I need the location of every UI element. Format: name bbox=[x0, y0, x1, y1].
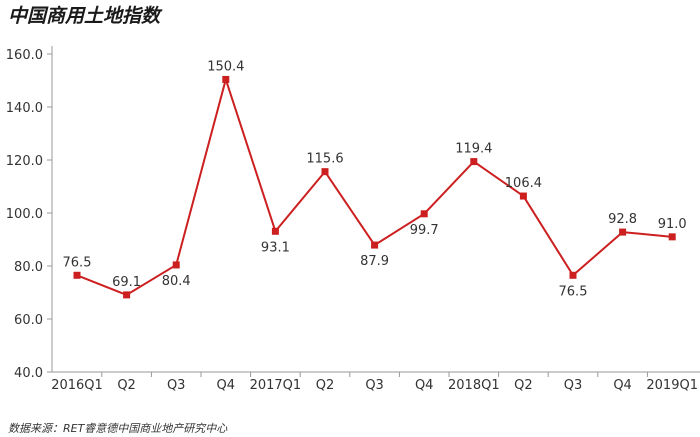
data-point-marker bbox=[420, 210, 428, 218]
data-label: 92.8 bbox=[608, 212, 637, 227]
x-tick-label: Q4 bbox=[613, 378, 632, 393]
x-tick-label: Q3 bbox=[365, 378, 384, 393]
data-point-marker bbox=[123, 291, 131, 299]
data-point-marker bbox=[271, 227, 279, 235]
data-point-marker bbox=[519, 192, 527, 200]
data-point-marker bbox=[569, 271, 577, 279]
data-label: 119.4 bbox=[455, 142, 492, 157]
data-labels: 76.5 69.1 80.4 150.4 93.1 115.6 87.9 99.7 119.4 1… bbox=[63, 59, 687, 299]
data-point-marker bbox=[222, 75, 230, 83]
x-tick-label: Q2 bbox=[316, 378, 335, 393]
data-point-marker bbox=[470, 158, 478, 166]
data-label: 76.5 bbox=[63, 255, 92, 270]
x-tick-label: Q2 bbox=[514, 378, 533, 393]
chart-title: 中国商用土地指数 bbox=[8, 5, 161, 27]
data-point-marker bbox=[619, 228, 627, 236]
x-tick-label: 2018Q1 bbox=[448, 378, 500, 393]
data-label: 115.6 bbox=[306, 152, 343, 167]
x-tick-label: Q4 bbox=[217, 378, 236, 393]
x-tick-label: 2016Q1 bbox=[51, 378, 103, 393]
data-point-marker bbox=[172, 261, 180, 269]
data-label: 80.4 bbox=[162, 274, 191, 289]
x-axis: 2016Q1 Q2 Q3 Q4 2017Q1 Q2 Q3 Q4 2018Q1 Q2 Q3 Q4 2019… bbox=[51, 371, 700, 393]
x-tick-label: Q4 bbox=[415, 378, 434, 393]
data-point-marker bbox=[73, 271, 81, 279]
y-tick-label: 40.0 bbox=[14, 366, 43, 381]
y-tick-label: 160.0 bbox=[6, 48, 43, 63]
x-tick-label: Q3 bbox=[167, 378, 186, 393]
y-axis: 40.0 60.0 80.0 100.0 120.0 140.0 160.0 bbox=[6, 46, 53, 381]
y-tick-label: 120.0 bbox=[6, 154, 43, 169]
data-label: 99.7 bbox=[410, 223, 439, 238]
data-label: 106.4 bbox=[505, 176, 542, 191]
data-label: 76.5 bbox=[559, 284, 588, 299]
data-label: 69.1 bbox=[112, 275, 141, 290]
y-tick-label: 140.0 bbox=[6, 101, 43, 116]
x-tick-label: Q3 bbox=[564, 378, 583, 393]
data-point-marker bbox=[321, 168, 329, 176]
data-label: 150.4 bbox=[207, 59, 244, 74]
y-tick-label: 100.0 bbox=[6, 207, 43, 222]
y-tick-label: 80.0 bbox=[14, 260, 43, 275]
x-tick-label: 2017Q1 bbox=[250, 378, 302, 393]
data-point-marker bbox=[371, 241, 379, 249]
data-label: 93.1 bbox=[261, 240, 290, 255]
series-line bbox=[73, 75, 676, 299]
data-label: 91.0 bbox=[658, 217, 687, 232]
y-tick-label: 60.0 bbox=[14, 313, 43, 328]
chart-source: 数据来源：RET睿意德中国商业地产研究中心 bbox=[8, 422, 228, 435]
x-tick-label: Q2 bbox=[117, 378, 136, 393]
data-label: 87.9 bbox=[360, 254, 389, 269]
x-tick-label: 2019Q1 bbox=[646, 378, 698, 393]
data-point-marker bbox=[668, 233, 676, 241]
